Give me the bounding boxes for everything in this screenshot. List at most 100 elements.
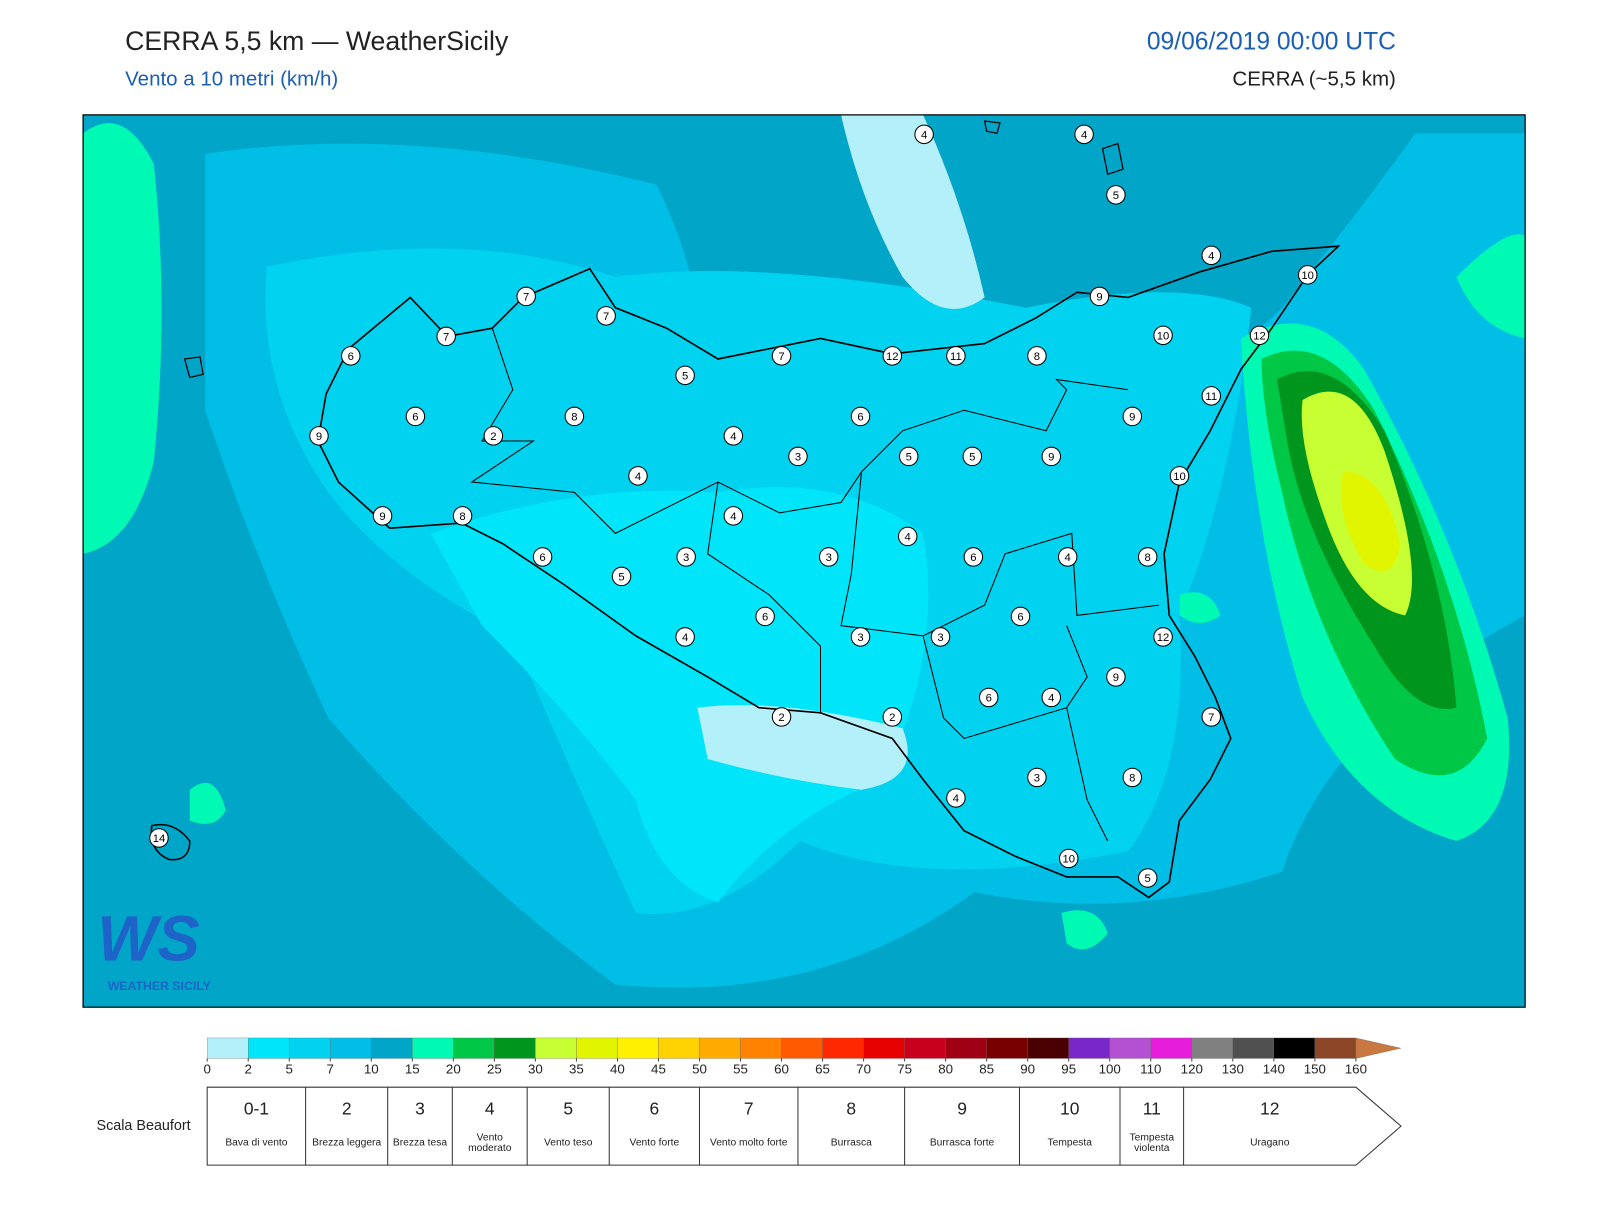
colorbar-tick-label: 15 bbox=[405, 1061, 420, 1076]
station-value: 3 bbox=[857, 632, 863, 644]
station-marker bbox=[532, 547, 553, 567]
colorbar-box bbox=[576, 1037, 618, 1059]
beaufort-label: Brezza leggera bbox=[312, 1137, 382, 1149]
colorbar-box bbox=[453, 1037, 495, 1059]
station-value: 8 bbox=[1129, 772, 1135, 784]
subtitle: Vento a 10 metri (km/h) bbox=[125, 67, 338, 90]
station-marker bbox=[1137, 547, 1158, 567]
station-value: 5 bbox=[1145, 873, 1151, 885]
beaufort-label-box: Bava di vento bbox=[225, 1137, 288, 1149]
beaufort-title: Scala Beaufort bbox=[97, 1118, 191, 1134]
colorbar-tick-label: 160 bbox=[1345, 1061, 1367, 1076]
station-marker bbox=[676, 547, 696, 567]
station-value: 4 bbox=[905, 531, 911, 543]
colorbar-box bbox=[781, 1037, 823, 1059]
beaufort-scale: 0-1 Bava di vento 2 Brezza leggera 3 Brezza t… bbox=[206, 1086, 1402, 1166]
beaufort-label-box: Burrasca bbox=[830, 1137, 872, 1149]
colorbar-tick-label: 45 bbox=[651, 1061, 666, 1076]
beaufort-force: 7 bbox=[744, 1098, 754, 1118]
colorbar-box bbox=[740, 1037, 782, 1059]
station-value: 7 bbox=[1208, 712, 1214, 724]
colorbar-tick-label: 7 bbox=[327, 1061, 334, 1076]
station-marker bbox=[452, 506, 473, 526]
colorbar-tick-label: 140 bbox=[1263, 1061, 1285, 1076]
stations: 4 4 5 4 10 7 7 9 7 10 12 6 7 12 11 8 5 11 6 8 6 9 9 2 4 3 5 5 9 10 4 9 8… bbox=[149, 124, 1318, 888]
colorbar-tick-label: 110 bbox=[1140, 1061, 1161, 1076]
station-value: 10 bbox=[1301, 270, 1314, 282]
station-value: 3 bbox=[683, 552, 689, 564]
colorbar-box bbox=[1150, 1037, 1192, 1059]
station-value: 4 bbox=[682, 632, 688, 644]
station-value: 5 bbox=[618, 571, 624, 583]
colorbar-box bbox=[248, 1037, 290, 1059]
beaufort-force: 10 bbox=[1060, 1098, 1080, 1118]
station-value: 12 bbox=[1253, 330, 1266, 342]
station-marker bbox=[897, 526, 918, 547]
station-marker bbox=[1169, 466, 1190, 486]
station-value: 7 bbox=[443, 331, 449, 343]
station-marker bbox=[1074, 124, 1094, 145]
station-value: 4 bbox=[1065, 552, 1071, 564]
station-value: 6 bbox=[348, 351, 354, 363]
beaufort-force: 6 bbox=[650, 1098, 660, 1118]
colorbar-box bbox=[1232, 1037, 1274, 1059]
beaufort-label-box: Tempesta bbox=[1048, 1138, 1092, 1148]
station-marker bbox=[564, 406, 585, 427]
colorbar-tick-label: 60 bbox=[774, 1061, 789, 1076]
colorbar-box bbox=[1314, 1037, 1357, 1059]
colorbar-box bbox=[658, 1037, 700, 1059]
station-marker bbox=[372, 506, 393, 526]
station-value: 9 bbox=[1113, 672, 1119, 684]
station-marker bbox=[309, 426, 329, 446]
beaufort-label-box: Tempesta violenta bbox=[1130, 1133, 1174, 1154]
station-value: 8 bbox=[459, 511, 465, 523]
datetime: 09/06/2019 00:00 UTC bbox=[1147, 29, 1396, 56]
colorbar-tick-label: 10 bbox=[364, 1061, 379, 1076]
station-marker bbox=[628, 466, 648, 486]
beaufort-label: Vento moderato bbox=[468, 1132, 512, 1154]
station-marker bbox=[914, 124, 934, 145]
beaufort-force: 2 bbox=[342, 1098, 352, 1118]
colorbar-box bbox=[494, 1037, 536, 1059]
station-value: 5 bbox=[969, 451, 975, 463]
beaufort-label-box: Brezza leggera bbox=[312, 1137, 382, 1149]
station-marker bbox=[341, 346, 361, 366]
colorbar-tick-label: 25 bbox=[487, 1061, 502, 1076]
colorbar-tick-label: 130 bbox=[1222, 1061, 1244, 1076]
beaufort-label: Vento forte bbox=[629, 1137, 680, 1149]
station-marker bbox=[963, 547, 984, 567]
station-marker bbox=[1089, 286, 1110, 307]
colorbar-box bbox=[1027, 1037, 1069, 1059]
station-marker bbox=[946, 788, 966, 808]
beaufort-force: 4 bbox=[485, 1098, 495, 1118]
colorbar-box bbox=[863, 1037, 905, 1059]
beaufort-label: Vento molto forte bbox=[709, 1137, 788, 1149]
station-marker bbox=[675, 365, 695, 386]
beaufort-label-box: Uragano bbox=[1250, 1138, 1289, 1148]
station-value: 3 bbox=[1034, 772, 1040, 784]
wind-field bbox=[83, 114, 1526, 1008]
colorbar-tick-label: 50 bbox=[692, 1061, 707, 1076]
station-marker bbox=[436, 326, 456, 347]
station-value: 10 bbox=[1157, 330, 1170, 342]
colorbar-tick-label: 90 bbox=[1020, 1061, 1035, 1076]
colorbar-arrow bbox=[1355, 1037, 1402, 1059]
station-marker bbox=[771, 707, 792, 727]
station-value: 8 bbox=[571, 411, 577, 423]
station-marker bbox=[1058, 848, 1079, 869]
station-marker bbox=[1106, 667, 1126, 687]
beaufort-label: Burrasca forte bbox=[929, 1137, 995, 1149]
station-value: 4 bbox=[730, 431, 736, 443]
colorbar-box bbox=[1068, 1037, 1110, 1059]
station-marker bbox=[1122, 406, 1143, 427]
station-value: 7 bbox=[603, 311, 609, 323]
beaufort-label: Burrasca bbox=[830, 1137, 872, 1149]
colorbar-box bbox=[1191, 1037, 1233, 1059]
beaufort-label-box: Vento molto forte bbox=[709, 1137, 788, 1149]
station-value: 9 bbox=[379, 511, 385, 523]
station-marker bbox=[1201, 707, 1222, 727]
station-marker bbox=[1249, 325, 1270, 346]
beaufort-label: Bava di vento bbox=[225, 1137, 288, 1149]
